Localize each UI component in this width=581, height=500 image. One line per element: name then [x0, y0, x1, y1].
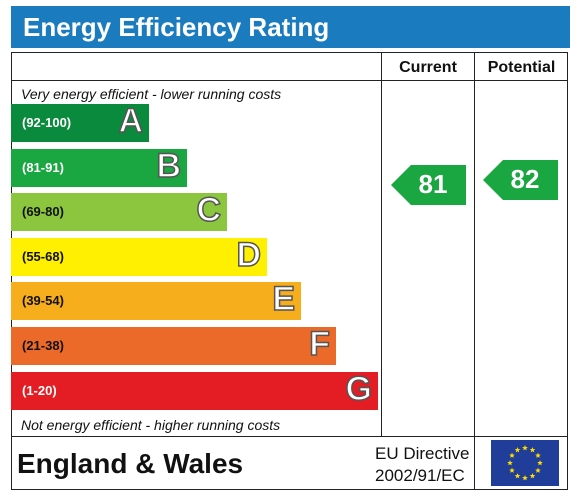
eu-star	[514, 472, 521, 479]
current-rating-arrow: 81	[391, 165, 466, 205]
eu-flag-icon	[491, 440, 559, 486]
footer-divider	[11, 436, 568, 437]
band-a: (92-100) A	[11, 101, 149, 142]
potential-column-divider	[474, 52, 475, 489]
band-e: (39-54) E	[11, 280, 301, 321]
bottom-note: Not energy efficient - higher running co…	[21, 417, 281, 433]
band-range-label: (81-91)	[22, 159, 64, 175]
band-letter-label: B	[156, 146, 182, 186]
band-range-label: (92-100)	[22, 115, 72, 130]
eu-star	[522, 475, 528, 481]
eu-star	[522, 445, 528, 451]
directive-line-2: 2002/91/EC	[375, 466, 465, 485]
eu-stars	[507, 445, 543, 481]
region-label: England & Wales	[17, 448, 244, 479]
potential-arrow-shape	[483, 160, 558, 200]
band-c: (69-80) C	[11, 190, 227, 232]
header-divider	[11, 80, 568, 81]
band-range-label: (69-80)	[22, 204, 64, 220]
current-column-divider	[381, 52, 382, 437]
eu-star	[529, 472, 536, 479]
potential-rating-value: 82	[510, 164, 540, 194]
eu-star	[514, 447, 521, 453]
band-range-label: (21-38)	[22, 338, 64, 353]
potential-rating-arrow: 82	[483, 160, 558, 200]
band-range-label: (39-54)	[22, 293, 64, 309]
band-letter-label: D	[236, 235, 262, 275]
eu-star	[537, 460, 543, 466]
current-column-header: Current	[399, 59, 457, 76]
eu-star	[507, 460, 513, 466]
eu-star	[535, 467, 541, 473]
current-rating-value: 81	[418, 169, 448, 199]
top-note: Very energy efficient - lower running co…	[21, 86, 282, 102]
band-letter-label: E	[272, 280, 296, 320]
current-arrow-shape	[391, 165, 466, 205]
potential-column-header: Potential	[487, 59, 556, 76]
eu-star	[529, 447, 536, 453]
band-range-label: (1-20)	[22, 382, 57, 398]
band-letter-label: A	[118, 101, 144, 141]
title-bar: Energy Efficiency Rating	[11, 6, 570, 48]
band-letter-label: F	[308, 324, 330, 364]
band-d: (55-68) D	[11, 235, 267, 276]
band-f: (21-38) F	[11, 324, 336, 365]
eu-star	[535, 452, 541, 458]
eu-star	[509, 452, 515, 458]
eu-star	[509, 467, 515, 473]
directive-line-1: EU Directive	[375, 444, 470, 463]
band-g: (1-20) G	[11, 369, 378, 410]
chart-title: Energy Efficiency Rating	[23, 12, 330, 42]
band-letter-label: C	[196, 190, 222, 230]
band-b: (81-91) B	[11, 146, 187, 187]
band-letter-label: G	[345, 369, 373, 409]
band-range-label: (55-68)	[22, 248, 64, 264]
